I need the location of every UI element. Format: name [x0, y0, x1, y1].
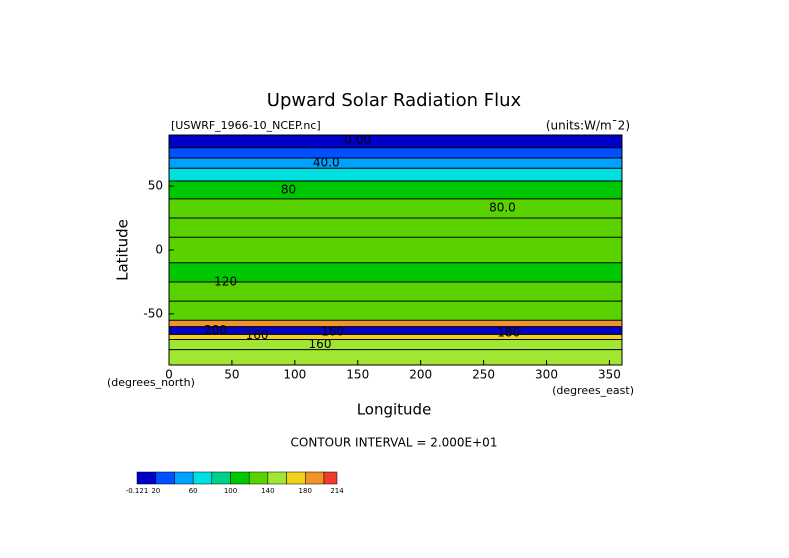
- colorbar-box: [304, 471, 325, 485]
- field-band: [169, 181, 622, 199]
- colorbar-box: [267, 471, 287, 485]
- y-units: (degrees_north): [107, 376, 195, 389]
- field-band: [169, 147, 622, 158]
- x-tick-label: 50: [224, 368, 239, 382]
- y-tick-label: -50: [143, 306, 163, 320]
- x-tick-label: 200: [409, 368, 432, 382]
- colorbar-label: -0.121: [126, 487, 149, 495]
- colorbar-box: [286, 471, 306, 485]
- colorbar-box: [155, 471, 175, 485]
- colorbar-label: 20: [151, 487, 160, 495]
- colorbar-label: 140: [261, 487, 274, 495]
- contour-label: 0.00: [344, 133, 371, 147]
- colorbar-box: [211, 471, 231, 485]
- x-tick-label: 300: [535, 368, 558, 382]
- colorbar-label: 100: [224, 487, 237, 495]
- contour-label: 160: [321, 324, 344, 338]
- chart-title: Upward Solar Radiation Flux: [267, 90, 522, 111]
- contour-label: 160: [246, 328, 269, 342]
- colorbar-box: [192, 471, 213, 485]
- contour-label: 80: [281, 182, 296, 196]
- field-band: [169, 158, 622, 169]
- field-band: [169, 262, 622, 282]
- x-tick-label: 150: [346, 368, 369, 382]
- x-tick-label: 350: [598, 368, 621, 382]
- file-label: [USWRF_1966-10_NCEP.nc]: [171, 119, 321, 132]
- contour-label: 180: [497, 326, 520, 340]
- contour-interval: CONTOUR INTERVAL = 2.000E+01: [291, 436, 498, 450]
- contour-label: 160: [309, 337, 332, 351]
- contour-label: 40.0: [313, 156, 340, 170]
- colorbar-box: [323, 471, 338, 485]
- field-band: [169, 349, 622, 365]
- y-axis-label: Latitude: [114, 219, 132, 281]
- field-band: [169, 198, 622, 219]
- contour-label: 200: [204, 323, 227, 337]
- y-tick-label: 0: [155, 243, 163, 257]
- field-band: [169, 301, 622, 321]
- x-units: (degrees_east): [552, 384, 634, 397]
- field-band: [169, 218, 622, 238]
- field-band: [169, 326, 622, 335]
- x-tick-label: 0: [165, 368, 173, 382]
- colorbar-box: [248, 471, 269, 485]
- colorbar-label: 180: [299, 487, 312, 495]
- colorbar-label: 60: [189, 487, 198, 495]
- x-axis-label: Longitude: [357, 401, 432, 419]
- colorbar-label: 214: [330, 487, 344, 495]
- contour-label: 120: [214, 274, 237, 288]
- field-band: [169, 237, 622, 263]
- x-tick-label: 100: [283, 368, 306, 382]
- field-band: [169, 339, 622, 350]
- field-band: [169, 281, 622, 302]
- contour-label: 80.0: [489, 200, 516, 214]
- x-tick-label: 250: [472, 368, 495, 382]
- y-tick-label: 50: [148, 179, 163, 193]
- colorbar-box: [136, 471, 157, 485]
- field-band: [169, 135, 622, 148]
- units-label: (units:W/m¯2): [546, 119, 630, 133]
- field-band: [169, 334, 622, 340]
- colorbar-box: [174, 471, 194, 485]
- colorbar-box: [230, 471, 250, 485]
- field-band: [169, 168, 622, 181]
- field-band: [169, 320, 622, 327]
